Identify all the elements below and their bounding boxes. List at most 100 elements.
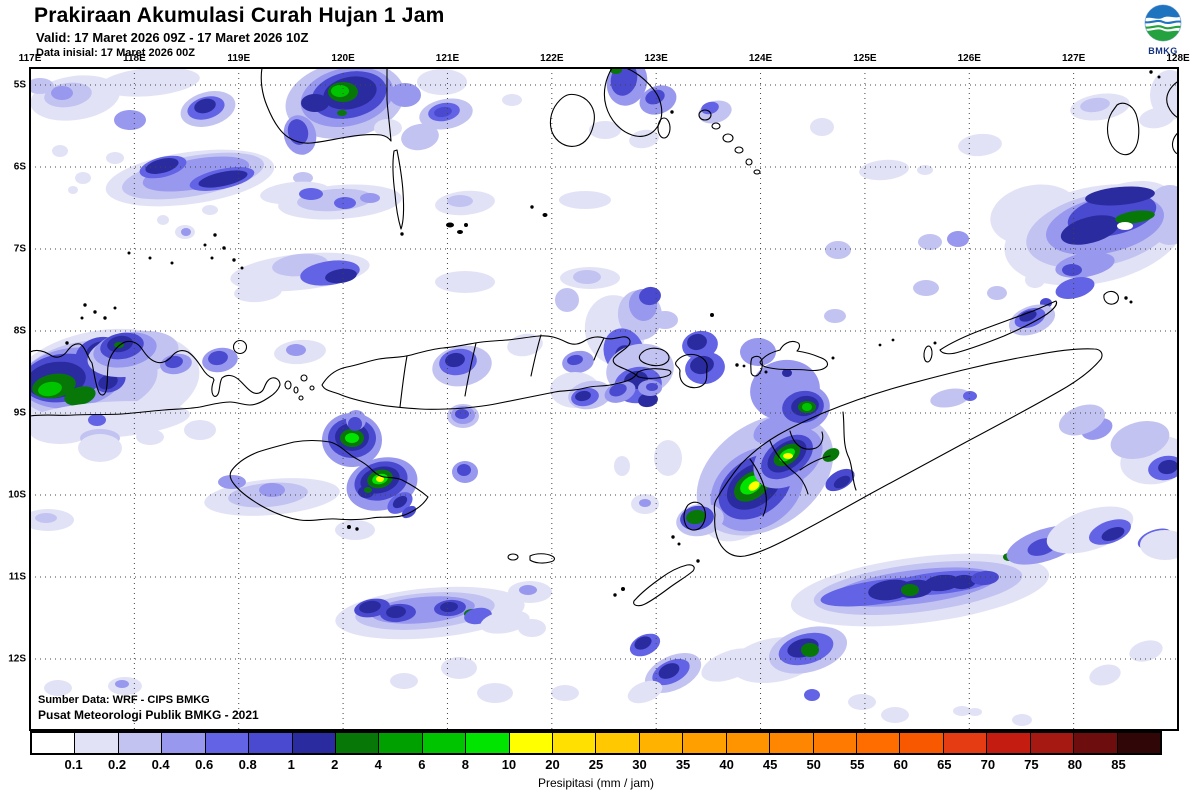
legend-tick-label: 0.1 <box>64 757 83 772</box>
legend-tick-label: 35 <box>675 757 691 772</box>
legend-color-cell <box>596 733 640 753</box>
bmkg-logo-icon <box>1144 4 1182 42</box>
muna-island <box>549 93 595 147</box>
northeast-corner-island <box>1106 102 1140 156</box>
precip-region-flores <box>274 286 776 410</box>
legend-color-cell <box>1030 733 1075 753</box>
legend-color-cell <box>205 733 250 753</box>
legend-color-cell <box>639 733 684 753</box>
legend-tick-label: 80 <box>1067 757 1083 772</box>
lat-label: 6S <box>13 161 26 173</box>
coastline-layer <box>30 68 1178 607</box>
legend-tick-label: 85 <box>1111 757 1126 772</box>
selayar-island <box>392 149 405 230</box>
wetar-island <box>939 300 1058 355</box>
legend-color-cell <box>553 733 597 753</box>
data-source-label: Sumber Data: WRF - CIPS BMKG <box>38 694 210 706</box>
precip-region-timor <box>676 359 855 542</box>
flores-admin-borders <box>399 334 605 408</box>
legend-tick-label: 4 <box>374 757 382 772</box>
valid-time-label: Valid: 17 Maret 2026 09Z - 17 Maret 2026… <box>36 30 309 45</box>
buton-islet <box>657 117 671 139</box>
legend-tick-label: 75 <box>1024 757 1039 772</box>
lon-label: 126E <box>957 53 981 64</box>
legend-color-cell <box>422 733 467 753</box>
map-frame <box>29 67 1179 731</box>
precip-region-south-lights <box>44 619 1163 726</box>
legend-color-cell <box>118 733 163 753</box>
sumba-coastline <box>229 439 429 522</box>
legend-colorbar <box>30 731 1162 755</box>
kisar-island <box>1103 290 1119 305</box>
lon-label: 120E <box>331 53 355 64</box>
legend-color-cell <box>1074 733 1118 753</box>
legend-color-cell <box>770 733 814 753</box>
sumbawa-coastline <box>30 340 281 417</box>
sawu-islands <box>507 553 555 564</box>
lon-label: 117E <box>18 53 42 64</box>
lat-label: 9S <box>13 407 26 419</box>
legend-tick-label: 2 <box>331 757 339 772</box>
legend-color-cell <box>1117 733 1160 753</box>
legend-color-cell <box>726 733 771 753</box>
wakatobi-islands <box>698 109 761 175</box>
legend-color-cell <box>900 733 944 753</box>
legend-color-cell <box>466 733 510 753</box>
lat-label: 12S <box>8 653 26 665</box>
sangeang-island <box>232 339 248 355</box>
pantar-island <box>750 355 763 377</box>
legend-tick-label: 70 <box>980 757 996 772</box>
legend-color-cell <box>683 733 727 753</box>
alor-island <box>759 340 829 372</box>
legend-color-cell <box>379 733 423 753</box>
lon-label: 128E <box>1166 53 1190 64</box>
flores-coastline <box>321 335 637 410</box>
rote-island <box>633 564 695 607</box>
lon-label: 121E <box>435 53 460 64</box>
buton-island <box>603 68 663 137</box>
legend-tick-label: 0.8 <box>238 757 257 772</box>
bmkg-logo-label: BMKG <box>1148 46 1178 56</box>
precip-region-sumbawa <box>30 328 238 531</box>
sulawesi-peninsula-coastline <box>260 68 392 144</box>
lat-label: 10S <box>8 489 26 501</box>
bmkg-logo: BMKG <box>1140 4 1186 56</box>
legend-color-cell <box>943 733 988 753</box>
precip-shading-layer <box>30 68 1178 726</box>
legend-tick-label: 30 <box>632 757 647 772</box>
legend-tick-label: 1 <box>287 757 295 772</box>
timor-coastline <box>713 348 1103 557</box>
legend-color-cell <box>335 733 380 753</box>
lon-label: 118E <box>122 53 146 64</box>
atauro-island <box>923 345 933 363</box>
legend-tick-label: 50 <box>806 757 821 772</box>
precip-region-northwest-sea <box>30 68 620 303</box>
lon-label: 119E <box>227 53 251 64</box>
lon-label: 124E <box>748 53 773 64</box>
legend-tick-label: 0.4 <box>151 757 170 772</box>
legend-color-cell <box>987 733 1031 753</box>
precip-region-sulawesi <box>283 68 732 155</box>
adonara-island <box>638 347 670 367</box>
legend-tick-label: 0.2 <box>108 757 127 772</box>
semau-island <box>683 501 706 531</box>
lon-label: 125E <box>853 53 877 64</box>
legend-tick-label: 45 <box>762 757 778 772</box>
solor-island <box>636 368 672 379</box>
komodo-islets <box>284 374 315 401</box>
lon-label: 127E <box>1061 53 1086 64</box>
legend-color-cell <box>249 733 293 753</box>
legend-caption: Presipitasi (mm / jam) <box>537 776 655 790</box>
lat-label: 5S <box>13 79 26 91</box>
lat-label: 7S <box>13 243 26 255</box>
legend-color-cell <box>75 733 119 753</box>
page-title: Prakiraan Akumulasi Curah Hujan 1 Jam <box>34 4 445 27</box>
timor-admin-borders <box>749 411 857 517</box>
lembata-island <box>675 353 708 389</box>
islet-dots <box>65 70 1161 597</box>
legend-tick-label: 6 <box>418 757 426 772</box>
legend-tick-label: 55 <box>849 757 865 772</box>
lon-label: 123E <box>644 53 668 64</box>
legend-tick-label: 65 <box>937 757 952 772</box>
